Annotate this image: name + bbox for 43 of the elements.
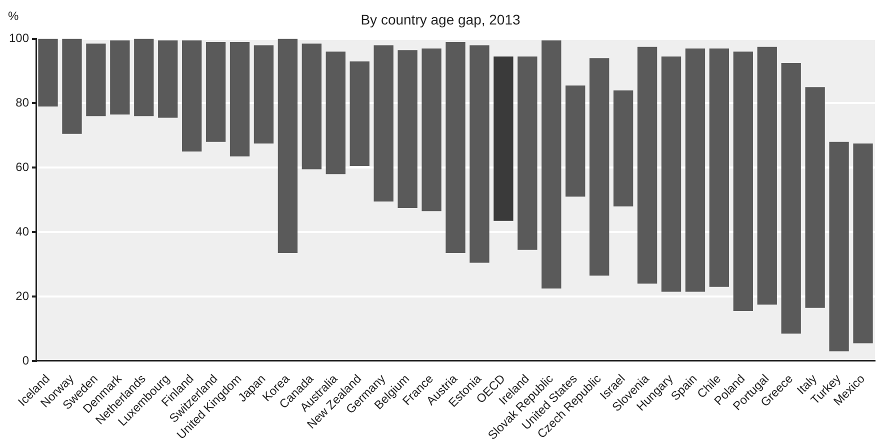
bar: [781, 62, 801, 334]
bar: [566, 86, 586, 197]
chart-title: By country age gap, 2013: [360, 11, 520, 28]
bar: [494, 56, 514, 221]
bar: [158, 40, 178, 118]
y-tick-label: 40: [16, 224, 30, 238]
bar: [350, 61, 370, 166]
bar: [446, 42, 466, 254]
bar: [590, 58, 610, 276]
y-axis-title: %: [8, 9, 19, 23]
bar: [637, 46, 658, 284]
bar: [470, 45, 490, 263]
bar: [278, 38, 298, 254]
bar: [86, 44, 106, 116]
bar: [182, 40, 202, 152]
y-tick-label: 20: [16, 288, 30, 303]
bar: [685, 48, 706, 292]
bar: [38, 38, 58, 106]
y-tick-label: 80: [16, 96, 30, 110]
bar: [62, 38, 82, 134]
bar: [206, 42, 226, 142]
bar: [326, 52, 346, 174]
bar: [374, 45, 394, 202]
bar: [853, 144, 873, 344]
bar: [829, 142, 849, 352]
bar: [613, 90, 634, 206]
bar: [110, 40, 130, 115]
bar: [422, 48, 442, 212]
bar: [134, 38, 154, 116]
bar: [805, 87, 825, 308]
bar: [254, 45, 274, 144]
bar: [661, 56, 682, 292]
bar: [709, 48, 730, 287]
bar: [757, 46, 777, 305]
bar: [302, 44, 322, 170]
bar: [518, 56, 538, 250]
bar: [733, 52, 753, 312]
y-tick-label: 60: [16, 160, 30, 174]
bar: [230, 42, 250, 156]
y-tick-label: 0: [22, 353, 30, 368]
bar: [542, 40, 562, 288]
bar: [398, 50, 418, 208]
y-tick-label: 100: [8, 31, 30, 46]
